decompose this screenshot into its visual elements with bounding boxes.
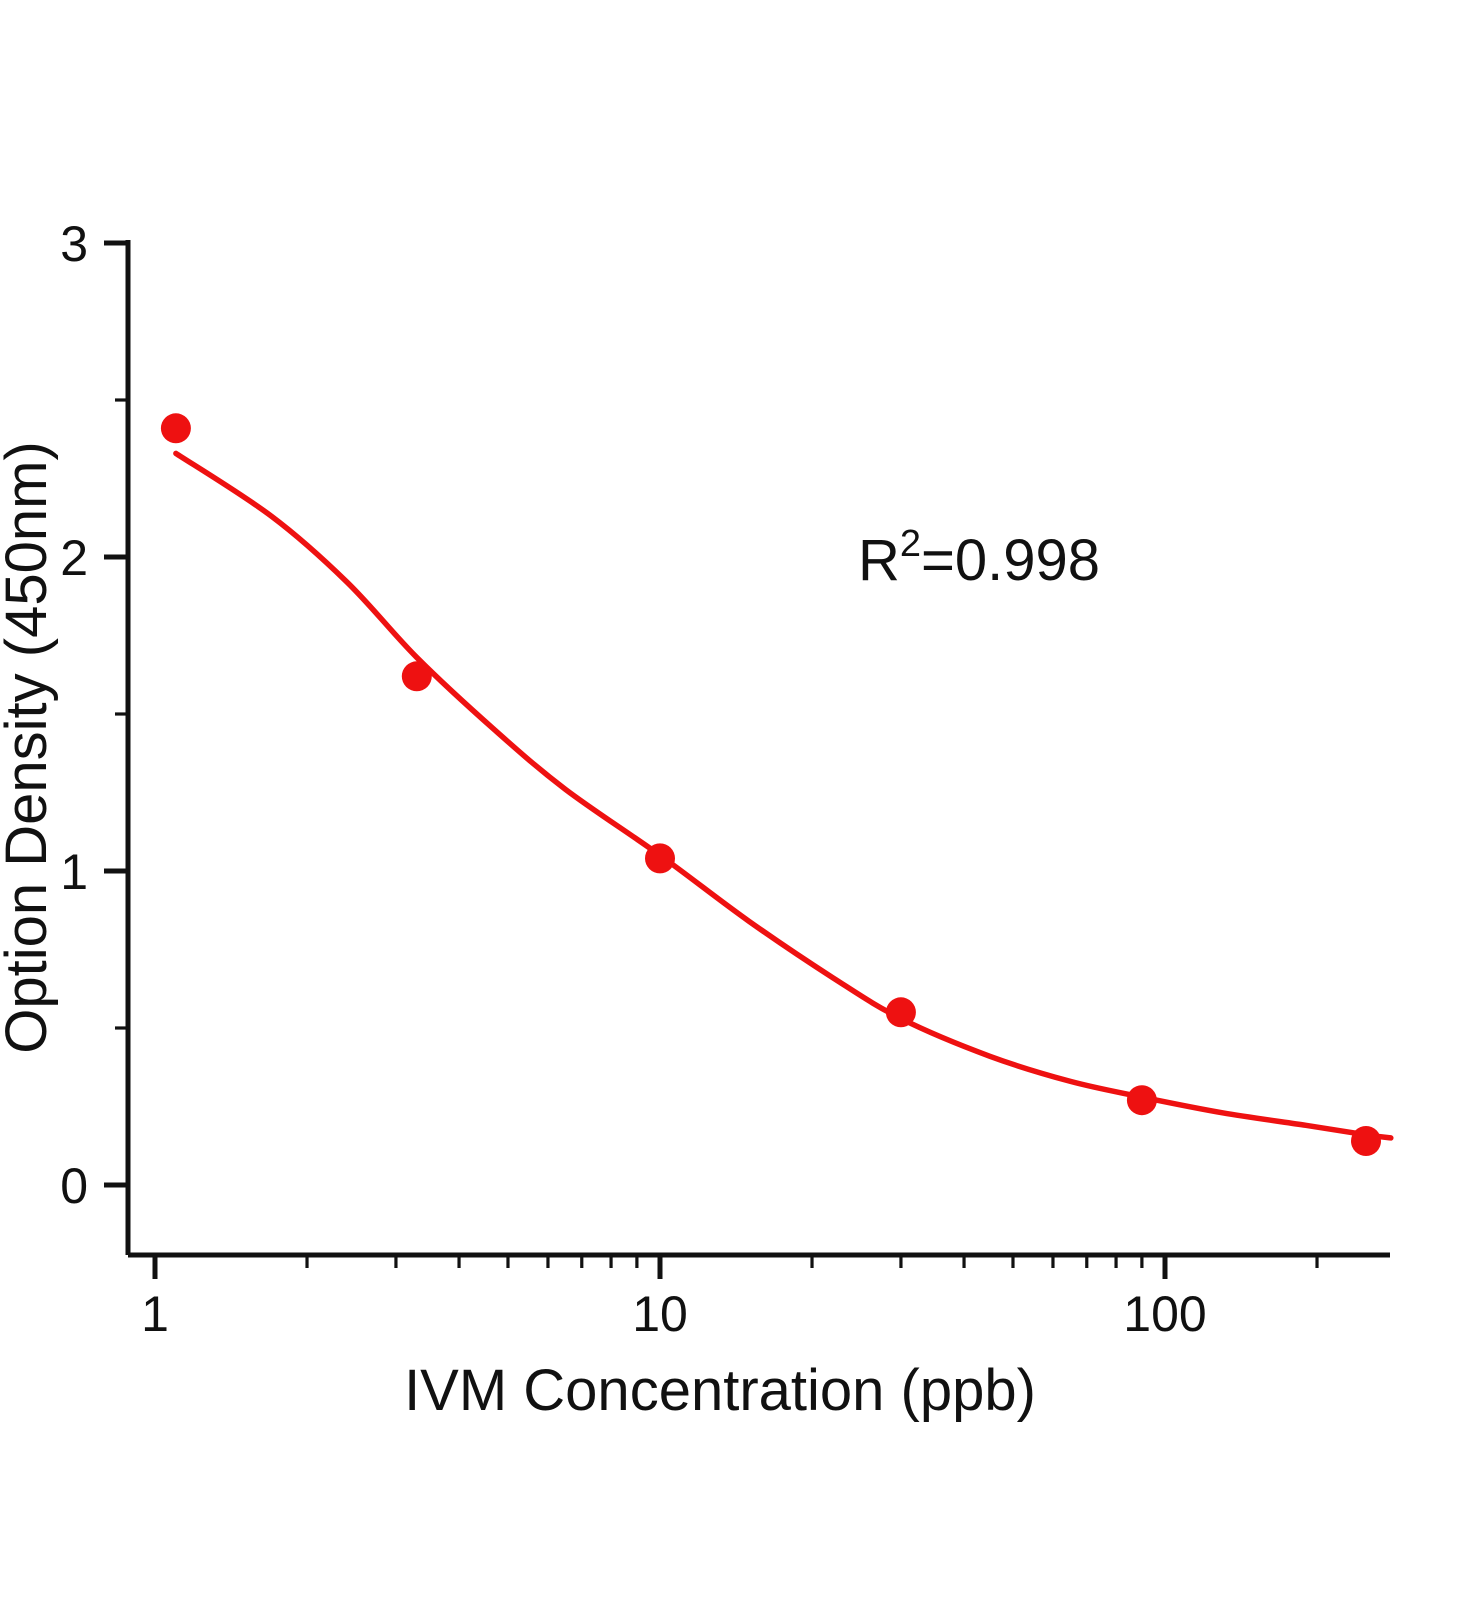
x-tick-label: 1 <box>141 1286 169 1342</box>
data-point <box>160 413 191 444</box>
data-point <box>885 997 916 1028</box>
y-tick-label: 2 <box>60 530 88 586</box>
data-point <box>1351 1126 1381 1156</box>
r-squared-annotation: R2=0.998 <box>858 523 1100 593</box>
y-axis-title: Option Density (450nm) <box>0 441 59 1053</box>
y-tick-label: 0 <box>60 1158 88 1214</box>
data-point <box>401 661 432 692</box>
data-point <box>645 843 675 874</box>
x-tick-label: 10 <box>632 1286 688 1342</box>
fit-curve <box>173 450 1394 1141</box>
x-tick-label: 100 <box>1123 1286 1206 1342</box>
data-point <box>1126 1085 1157 1116</box>
y-tick-label: 3 <box>60 216 88 272</box>
x-axis-title: IVM Concentration (ppb) <box>404 1358 1036 1423</box>
y-tick-label: 1 <box>60 844 88 900</box>
